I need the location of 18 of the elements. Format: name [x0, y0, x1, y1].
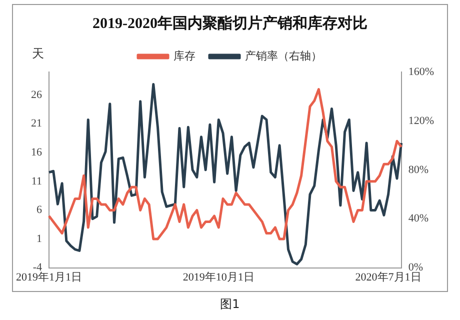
legend-label: 库存: [174, 49, 196, 62]
y-tick-label: 21: [31, 118, 42, 130]
y-tick-label: 26: [31, 88, 42, 101]
caption: 图1: [219, 296, 241, 313]
y-axis-title: 天: [32, 46, 44, 61]
y2-tick-label: 40%: [408, 212, 429, 225]
y-tick-label: 1: [36, 232, 42, 245]
x-tick-label: 2019年1月1日: [16, 271, 82, 284]
y2-tick-label: 80%: [408, 164, 429, 176]
legend-label: 产销率（右轴）: [245, 49, 322, 62]
y-tick-label: 11: [31, 175, 42, 188]
chart-title: 2019-2020年国内聚酯切片产销和库存对比: [92, 14, 368, 32]
y2-tick-label: 120%: [408, 114, 434, 127]
y-tick-label: 6: [36, 204, 42, 216]
x-tick-label: 2019年10月1日: [182, 271, 254, 284]
y2-tick-label: 160%: [408, 66, 434, 78]
y-tick-label: 16: [31, 146, 42, 159]
x-tick-label: 2020年7月1日: [355, 271, 422, 284]
